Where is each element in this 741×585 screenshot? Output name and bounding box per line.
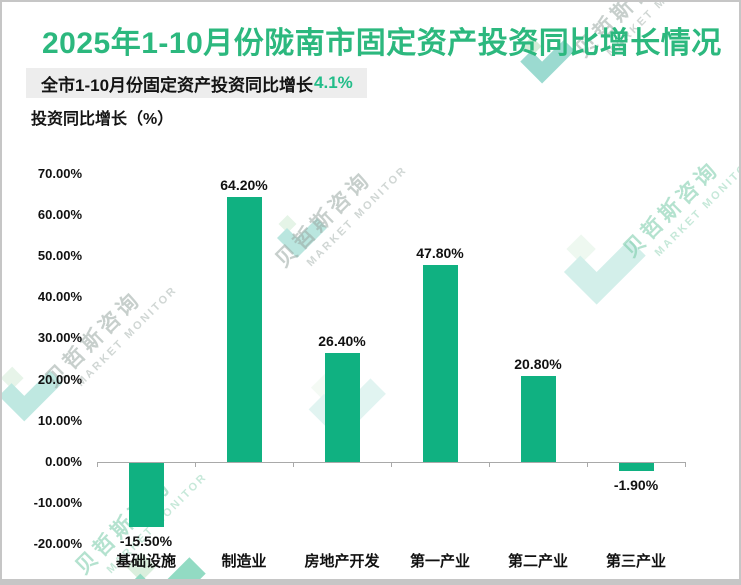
bar-3 [422, 265, 458, 462]
bar-5 [618, 463, 654, 471]
y-axis-title: 投资同比增长（%） [31, 111, 174, 128]
bar-1 [226, 197, 262, 462]
category-label: 第二产业 [507, 553, 568, 570]
x-axis-tick [391, 462, 392, 467]
x-axis-tick [489, 462, 490, 467]
bar-value-label: 26.40% [318, 333, 366, 350]
x-axis-tick [587, 462, 588, 467]
y-tick-label: 20.00% [37, 371, 82, 387]
category-label: 基础设施 [115, 553, 176, 570]
y-tick-label: 50.00% [37, 248, 82, 263]
subtitle-highlight-value: 4.1% [314, 73, 353, 92]
x-axis-tick [293, 462, 294, 467]
y-tick-label: 60.00% [37, 206, 82, 222]
y-tick-label: 10.00% [37, 412, 82, 428]
bar-value-label: 20.80% [514, 356, 562, 373]
bar-value-label: 47.80% [416, 245, 464, 262]
bar-2 [324, 353, 360, 462]
category-label: 第一产业 [409, 553, 470, 570]
page-title: 2025年1-10月份陇南市固定资产投资同比增长情况 [42, 27, 722, 60]
y-tick-label: -20.00% [33, 536, 82, 552]
subtitle-banner: 全市1-10月份固定资产投资同比增长 4.1% [26, 68, 367, 98]
x-axis-tick [685, 462, 686, 467]
bar-value-label: -1.90% [613, 476, 659, 493]
category-label: 房地产开发 [304, 553, 380, 570]
bar-value-label: 64.20% [220, 177, 268, 194]
bar-4 [520, 376, 556, 462]
bar-0 [128, 463, 164, 527]
bar-value-label: -15.50% [119, 532, 173, 549]
x-axis-tick [195, 462, 196, 467]
y-tick-label: 70.00% [37, 165, 82, 181]
category-label: 第三产业 [605, 553, 666, 570]
y-tick-label: 40.00% [37, 289, 82, 305]
y-tick-label: -10.00% [33, 495, 82, 511]
category-label: 制造业 [221, 553, 267, 570]
subtitle-text: 全市1-10月份固定资产投资同比增长 [41, 75, 314, 95]
x-axis-tick [97, 462, 98, 467]
y-tick-label: 0.00% [45, 454, 82, 469]
y-tick-label: 30.00% [37, 330, 82, 346]
